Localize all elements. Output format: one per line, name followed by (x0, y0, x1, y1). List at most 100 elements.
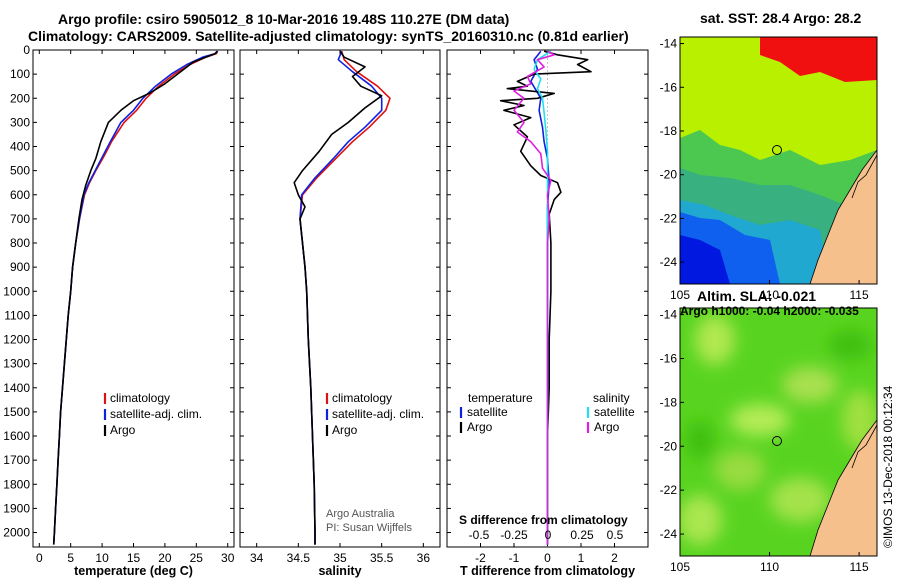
legend-label: satellite-adj. clim. (110, 407, 202, 421)
series-group (293, 50, 391, 545)
x-tick-label: 35 (333, 551, 347, 565)
legend-label: satellite-adj. clim. (332, 407, 424, 421)
x-axis-label: temperature (deg C) (74, 564, 193, 578)
plot-frame (239, 49, 441, 548)
y-tick-label: 2000 (3, 526, 30, 540)
s-tick-label: 0 (545, 528, 552, 542)
annotation-text: Argo Australia (326, 508, 395, 520)
title-line2: Climatology: CARS2009. Satellite-adjuste… (28, 28, 629, 44)
y-tick-label: 200 (10, 91, 30, 105)
legend-label: climatology (110, 391, 170, 405)
map-x-tick-label: 110 (760, 560, 779, 574)
salinity-panel: 34 34.5 35 35.5 36 salinity climatology satelli… (239, 49, 441, 578)
x-tick-label: -2 (475, 551, 486, 565)
sst-title: sat. SST: 28.4 Argo: 28.2 (700, 10, 862, 26)
map-y-tick-label: -18 (660, 124, 678, 138)
x-axis-label: T difference from climatology (460, 564, 635, 578)
map-x-tick-label: 115 (850, 288, 869, 302)
series-line-satellite-adj-clim- (299, 50, 383, 545)
x-tick-label: 5 (67, 551, 74, 565)
legend-label: Argo (110, 423, 136, 437)
sst-map: sat. SST: 28.4 Argo: 28.2 105 110 115 -14 -1… (660, 10, 878, 302)
x-tick-label: 0 (36, 551, 43, 565)
sla-map: Altim. SLA: -0.021 Argo h1000: -0.04 h20… (660, 288, 878, 574)
y-tick-label: 1900 (3, 501, 30, 515)
series-group (499, 50, 592, 545)
map-x-tick-label: 105 (670, 288, 690, 302)
sst-argo-marker (772, 145, 782, 155)
series-line-argo (293, 50, 383, 545)
difference-panel: -2 -1 0 1 2T difference from climatology temp… (446, 49, 649, 578)
legend-label: Argo (594, 420, 620, 434)
legend-title-temperature: temperature (468, 391, 533, 405)
annotation-text: PI: Susan Wijffels (326, 522, 412, 534)
s-tick-label: 0.25 (570, 528, 594, 542)
y-tick-label: 1300 (3, 357, 30, 371)
sla-title: Altim. SLA: -0.021 (697, 288, 816, 304)
x-tick-label: 36 (417, 551, 431, 565)
map-y-tick-label: -24 (660, 255, 678, 269)
map-y-tick-label: -16 (660, 351, 678, 365)
x-tick-label: 34.5 (287, 551, 311, 565)
map-y-tick-label: -20 (660, 439, 678, 453)
x-tick-label: 10 (95, 551, 109, 565)
series-group (52, 50, 219, 545)
sla-argo-marker (772, 436, 782, 446)
x-tick-label: -1 (509, 551, 520, 565)
map-x-tick-label: 110 (760, 288, 779, 302)
y-tick-label: 1000 (3, 284, 30, 298)
y-tick-label: 1100 (4, 308, 30, 322)
legend-label: satellite (594, 405, 635, 419)
map-y-tick-label: -14 (660, 37, 678, 51)
x-tick-label: 35.5 (370, 551, 394, 565)
series-line-t-argo (499, 50, 592, 545)
series-line-t-satellite (529, 50, 551, 545)
y-tick-label: 700 (10, 212, 30, 226)
x-axis-label: salinity (318, 564, 361, 578)
x-tick-label: 34 (250, 551, 264, 565)
y-tick-label: 1200 (3, 333, 30, 347)
y-tick-label: 1500 (3, 405, 30, 419)
sst-map-axis-ticks: 105 110 115 -14 -16 -18 -20 -22 -24 (660, 37, 869, 302)
legend-label: satellite (467, 405, 508, 419)
map-y-tick-label: -22 (660, 483, 678, 497)
legend-title-salinity: salinity (593, 391, 630, 405)
y-tick-label: 1800 (3, 477, 30, 491)
legend-label: climatology (332, 391, 392, 405)
map-y-tick-label: -24 (660, 527, 678, 541)
legend-label: Argo (467, 420, 493, 434)
x-tick-label: 30 (221, 551, 235, 565)
x-tick-label: 15 (127, 551, 141, 565)
y-tick-label: 400 (10, 140, 30, 154)
temperature-panel: 0 100 200 300 400 500 600 700 800 900 1000 1100 1200… (3, 43, 234, 578)
y-tick-label: 1700 (3, 453, 30, 467)
plot-frame (32, 49, 235, 548)
y-tick-label: 300 (10, 115, 30, 129)
y-tick-label: 1600 (3, 429, 30, 443)
y-tick-label: 900 (10, 260, 30, 274)
x-tick-label: 25 (190, 551, 204, 565)
s-tick-label: -0.5 (469, 528, 490, 542)
y-tick-label: 600 (10, 188, 30, 202)
x-tick-label: 0 (544, 551, 551, 565)
series-line-s-argo (513, 50, 556, 545)
map-y-tick-label: -16 (660, 80, 678, 94)
y-tick-label: 1400 (3, 381, 30, 395)
map-y-tick-label: -18 (660, 395, 678, 409)
y-tick-label: 800 (10, 236, 30, 250)
sla-subtitle: Argo h1000: -0.04 h2000: -0.035 (680, 304, 859, 318)
sla-map-axis-ticks: 105 110 115 -14 -16 -18 -20 -22 -24 (660, 308, 869, 574)
series-line-satellite-adj-clim- (52, 50, 219, 545)
s-difference-label: S difference from climatology (459, 513, 628, 527)
map-y-tick-label: -20 (660, 168, 678, 182)
y-tick-label: 500 (10, 164, 30, 178)
s-tick-label: -0.25 (500, 528, 528, 542)
s-tick-label: 0.5 (607, 528, 624, 542)
watermark: ©IMOS 13-Dec-2018 00:12:34 (881, 385, 895, 548)
legend-label: Argo (332, 423, 358, 437)
title-line1: Argo profile: csiro 5905012_8 10-Mar-201… (58, 11, 509, 27)
map-x-tick-label: 115 (850, 560, 869, 574)
y-tick-label: 100 (10, 67, 30, 81)
map-x-tick-label: 105 (670, 560, 690, 574)
